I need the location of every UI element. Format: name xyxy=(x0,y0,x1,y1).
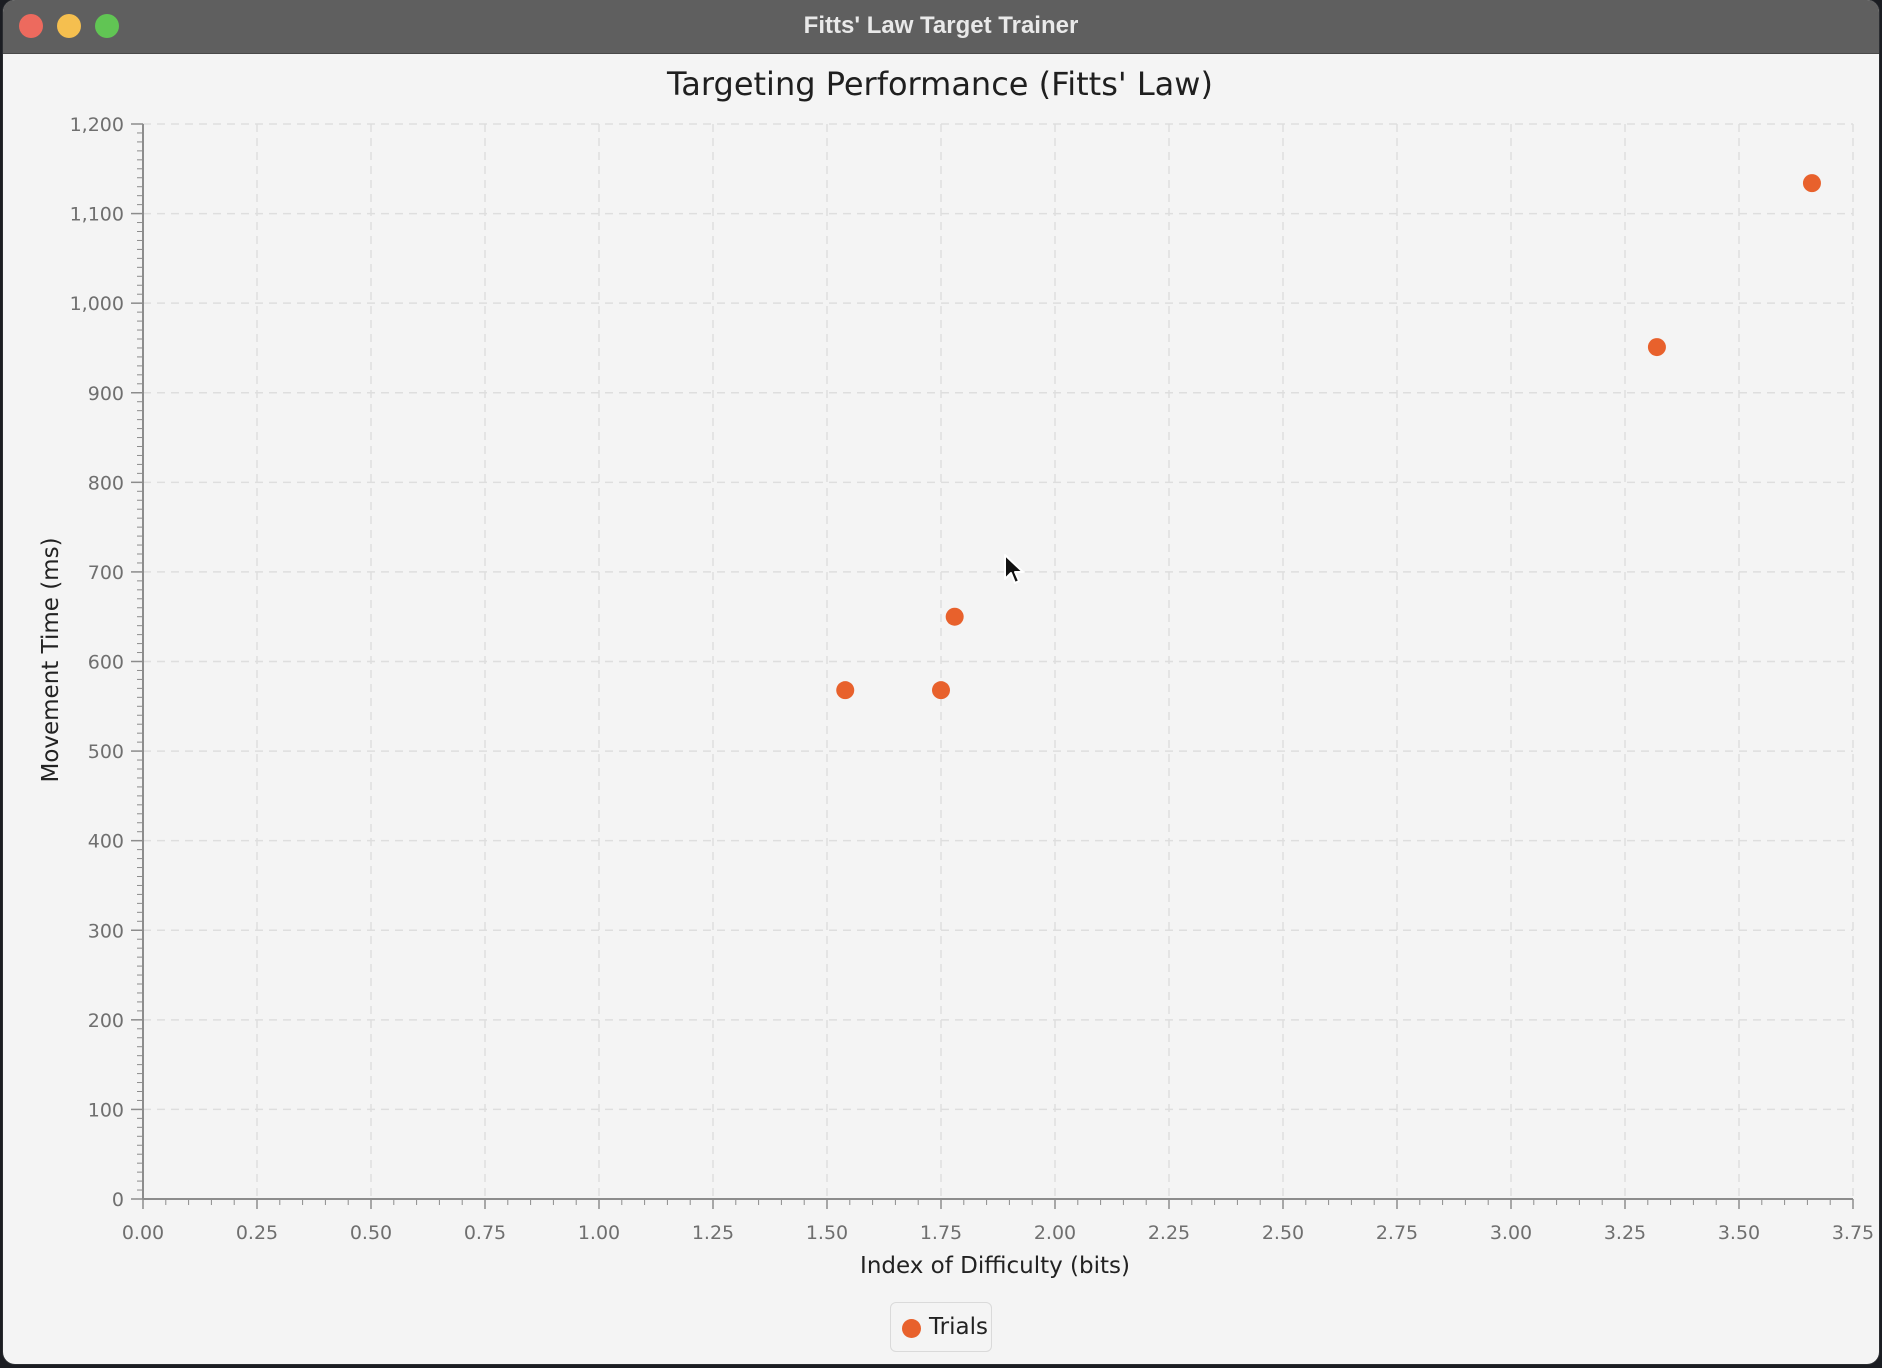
x-tick-label: 3.25 xyxy=(1604,1222,1646,1244)
data-point xyxy=(836,681,855,700)
y-tick-label: 1,100 xyxy=(70,204,124,226)
y-tick-label: 600 xyxy=(88,652,124,674)
y-tick-label: 800 xyxy=(88,472,124,494)
x-tick-label: 0.75 xyxy=(464,1222,506,1244)
zoom-window-button[interactable] xyxy=(95,14,119,38)
window-title: Fitts' Law Target Trainer xyxy=(803,12,1079,39)
x-tick-label: 2.75 xyxy=(1376,1222,1418,1244)
y-tick-label: 1,200 xyxy=(70,114,124,136)
minimize-window-button[interactable] xyxy=(57,14,81,38)
data-point xyxy=(932,681,950,700)
data-point xyxy=(945,607,964,626)
y-tick-label: 100 xyxy=(88,1099,124,1121)
legend-marker xyxy=(902,1319,921,1338)
x-tick-label: 0.25 xyxy=(236,1222,278,1244)
y-tick-label: 900 xyxy=(88,383,124,405)
x-tick-label: 0.00 xyxy=(122,1222,164,1244)
x-tick-label: 3.50 xyxy=(1718,1222,1760,1244)
x-tick-label: 1.00 xyxy=(578,1222,620,1244)
x-tick-label: 3.75 xyxy=(1832,1222,1874,1244)
data-point xyxy=(1647,338,1666,357)
legend: Trials xyxy=(890,1302,992,1352)
y-tick-label: 200 xyxy=(88,1010,124,1032)
close-window-button[interactable] xyxy=(19,14,43,38)
title-bar: Fitts' Law Target Trainer xyxy=(3,0,1879,54)
y-tick-label: 1,000 xyxy=(70,293,124,315)
x-tick-label: 1.75 xyxy=(920,1222,962,1244)
y-tick-label: 500 xyxy=(88,741,124,763)
x-tick-label: 2.50 xyxy=(1262,1222,1304,1244)
x-tick-label: 2.25 xyxy=(1148,1222,1190,1244)
y-axis-label: Movement Time (ms) xyxy=(38,537,64,782)
app-window: Fitts' Law Target Trainer Targeting Perf… xyxy=(3,0,1879,1364)
scatter-chart: Targeting Performance (Fitts' Law) 0.00 0… xyxy=(38,65,1875,1279)
tick-labels: 0.00 0.25 0.50 0.75 1.00 1.25 1.50 1.75 2.00 2.25… xyxy=(70,114,1875,1244)
y-tick-label: 0 xyxy=(112,1189,124,1211)
mouse-pointer-icon xyxy=(1004,554,1024,584)
axes xyxy=(131,123,1854,1209)
y-tick-label: 300 xyxy=(88,920,124,942)
data-point xyxy=(1802,174,1821,193)
x-tick-label: 0.50 xyxy=(350,1222,392,1244)
grid-lines xyxy=(143,123,1854,1199)
x-axis-label: Index of Difficulty (bits) xyxy=(860,1253,1130,1279)
x-tick-label: 1.50 xyxy=(806,1222,848,1244)
y-tick-label: 400 xyxy=(88,831,124,853)
x-tick-label: 3.00 xyxy=(1490,1222,1532,1244)
legend-label: Trials xyxy=(929,1314,988,1340)
x-tick-label: 1.25 xyxy=(692,1222,734,1244)
y-tick-label: 700 xyxy=(88,562,124,584)
data-points xyxy=(836,174,1821,700)
chart-title: Targeting Performance (Fitts' Law) xyxy=(666,65,1213,103)
x-tick-label: 2.00 xyxy=(1034,1222,1076,1244)
